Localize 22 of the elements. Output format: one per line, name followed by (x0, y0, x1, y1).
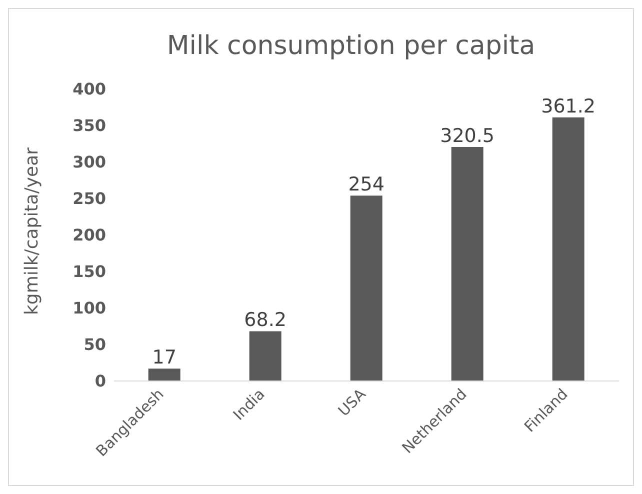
y-tick-label: 400 (72, 80, 106, 99)
y-tick-label: 100 (72, 298, 106, 318)
y-tick-label: 250 (72, 189, 106, 208)
x-tick-label: USA (334, 384, 370, 420)
data-label: 254 (348, 174, 384, 196)
data-label: 17 (152, 346, 176, 369)
y-tick-label: 350 (72, 116, 106, 136)
chart-title: Milk consumption per capita (166, 31, 536, 61)
y-axis-title: kgmilk/capita/year (21, 146, 42, 315)
y-tick-label: 50 (84, 335, 106, 354)
bar (350, 196, 382, 381)
y-tick-label: 0 (94, 372, 106, 391)
y-tick-label: 150 (72, 262, 106, 282)
data-label: 320.5 (440, 125, 495, 148)
y-tick-label: 300 (72, 152, 106, 172)
y-tick-label: 200 (72, 226, 106, 245)
data-label: 68.2 (244, 309, 286, 332)
bar (451, 147, 484, 381)
bar (148, 368, 180, 381)
bar (552, 117, 584, 381)
bar (249, 331, 282, 381)
data-label: 361.2 (541, 95, 596, 118)
